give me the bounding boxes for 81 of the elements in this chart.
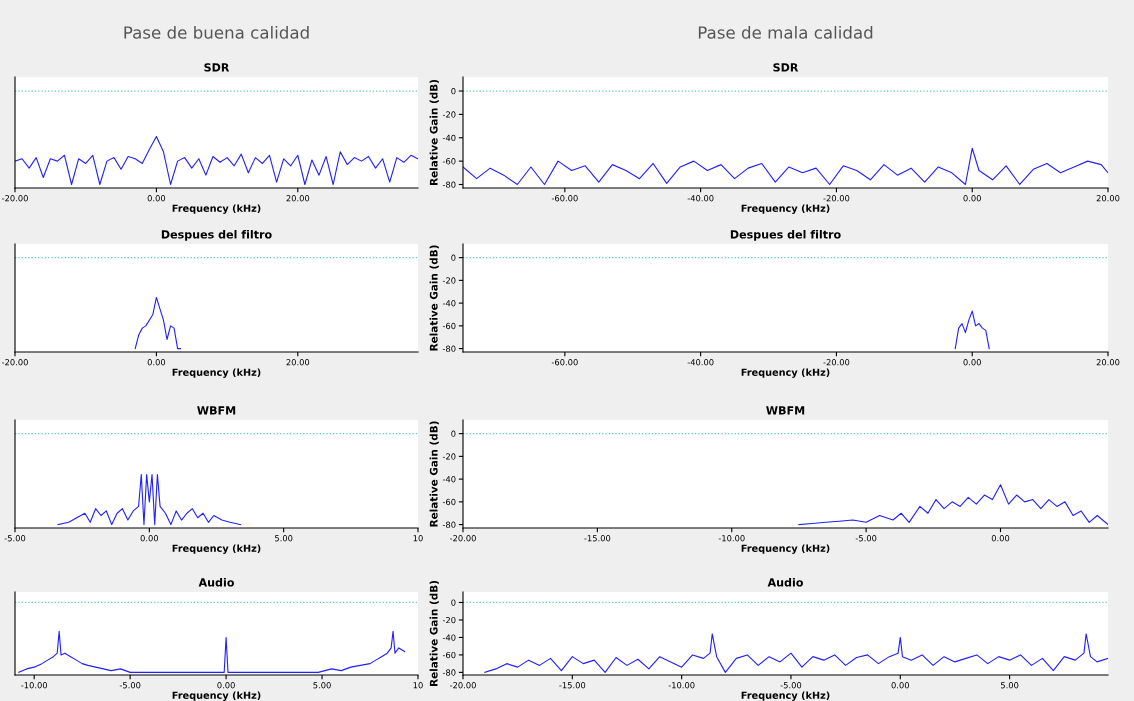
x-tick-label: 0.00 (140, 535, 159, 542)
x-tick-label: -20.00 (823, 195, 850, 202)
x-tick-label: -5.00 (780, 682, 802, 689)
x-tick-label: 0.00 (891, 682, 910, 689)
x-tick-label: 0.00 (963, 195, 981, 202)
x-tick-label: -20.00 (823, 359, 850, 366)
x-tick-label: -20.00 (1, 359, 28, 366)
x-axis-title: Frequency (kHz) (172, 204, 261, 214)
x-tick-label: 0.00 (147, 359, 166, 366)
x-tick-label: 5.00 (275, 535, 293, 542)
x-tick-label: -60.00 (551, 195, 578, 202)
x-tick-label: -60.00 (551, 359, 578, 366)
x-tick-label: -15.00 (584, 535, 611, 542)
text: Pase de mala calidad (698, 25, 873, 39)
x-axis-title: Frequency (kHz) (741, 691, 830, 701)
x-tick-label: 20.00 (1096, 359, 1120, 366)
x-tick-label: -5.00 (119, 682, 141, 689)
line-series (798, 484, 1108, 526)
x-axis-title: Frequency (kHz) (741, 544, 830, 554)
x-tick-label: -5.00 (855, 535, 877, 542)
x-axis-title: Frequency (kHz) (172, 544, 261, 554)
x-tick-label: -40.00 (687, 195, 714, 202)
chart-title: WBFM (766, 406, 805, 415)
y-tick-label: -40 (442, 476, 456, 483)
line-series (954, 310, 990, 350)
x-tick-label: 0.00 (147, 195, 166, 202)
y-tick-label: -60 (442, 158, 456, 165)
x-tick-label: -20.00 (1, 195, 28, 202)
x-tick-label: 10 (413, 682, 423, 689)
chart-title: Despues del filtro (730, 230, 841, 241)
x-tick-label: 0.00 (991, 535, 1010, 542)
y-tick-label: 0 (451, 254, 456, 261)
y-tick-label: -40 (442, 300, 456, 307)
x-tick-label: -20.00 (449, 682, 476, 689)
chart-title: WBFM (197, 406, 236, 415)
x-axis-title: Frequency (kHz) (741, 204, 830, 214)
chart-title: Audio (767, 578, 803, 587)
x-axis-title: Frequency (kHz) (741, 368, 830, 378)
x-axis-title: Frequency (kHz) (172, 368, 261, 378)
y-tick-label: 0 (451, 430, 456, 437)
x-tick-label: -40.00 (687, 359, 714, 366)
y-tick-label: -40 (442, 634, 456, 641)
chart-title: Audio (198, 578, 234, 587)
y-tick-label: -20 (442, 111, 456, 118)
x-axis-title: Frequency (kHz) (172, 691, 261, 701)
y-tick-label: -80 (442, 521, 456, 528)
x-tick-label: -10.00 (718, 535, 745, 542)
chart-title: SDR (204, 63, 230, 72)
text: Pase de buena calidad (124, 25, 309, 39)
x-tick-label: -20.00 (449, 535, 476, 542)
y-tick-label: 0 (451, 599, 456, 606)
x-tick-label: 5.00 (313, 682, 331, 689)
x-tick-label: 5.00 (1000, 682, 1019, 689)
y-tick-label: -80 (442, 181, 456, 188)
x-tick-label: 0.00 (217, 682, 235, 689)
y-tick-label: 0 (451, 88, 456, 95)
x-tick-label: 20.00 (286, 359, 310, 366)
x-tick-label: 20.00 (286, 195, 310, 202)
y-axis-title: Relative Gain (dB) (429, 580, 439, 686)
y-tick-label: -40 (442, 134, 456, 142)
y-tick-label: -20 (442, 453, 456, 460)
x-tick-label: -5.00 (4, 535, 26, 542)
y-axis-title: Relative Gain (dB) (429, 245, 439, 351)
chart-title: SDR (773, 63, 799, 72)
y-tick-label: -80 (442, 345, 456, 352)
x-tick-label: -10.00 (21, 682, 48, 689)
line-series (484, 633, 1108, 673)
y-tick-label: -20 (442, 616, 456, 624)
x-tick-label: 10 (413, 535, 423, 542)
chart-title: Despues del filtro (161, 230, 272, 241)
x-tick-label: -15.00 (559, 682, 586, 689)
y-axis-title: Relative Gain (dB) (429, 79, 439, 185)
y-tick-label: -20 (442, 277, 456, 284)
y-axis-title: Relative Gain (dB) (429, 421, 439, 527)
x-tick-label: 0.00 (963, 359, 981, 366)
x-tick-label: 20.00 (1096, 195, 1120, 202)
y-tick-label: -60 (442, 498, 456, 506)
x-tick-label: -10.00 (668, 682, 695, 689)
y-tick-label: -60 (442, 322, 456, 330)
y-tick-label: -60 (442, 651, 456, 659)
y-tick-label: -80 (442, 669, 456, 676)
